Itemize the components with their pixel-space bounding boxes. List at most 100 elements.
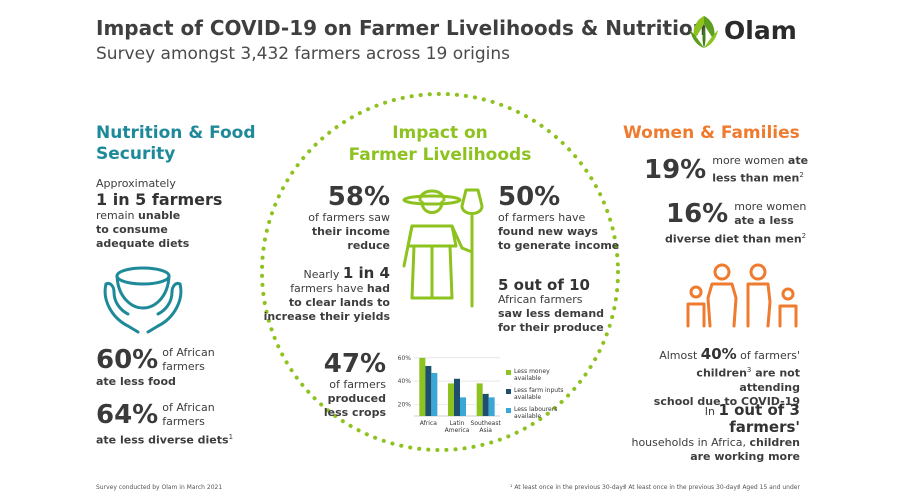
logo-text: Olam bbox=[724, 16, 797, 45]
s4-big: 5 out of 10 bbox=[498, 276, 590, 294]
intro-line4: to consume bbox=[96, 223, 168, 236]
c1-line1: Almost 40% of farmers' bbox=[640, 346, 800, 363]
c1-c: children bbox=[696, 366, 747, 380]
chart-x-category-label: Asia bbox=[479, 427, 492, 434]
intro-line3b: unable bbox=[138, 209, 181, 222]
nutrition-heading-line1: Nutrition & Food bbox=[96, 123, 256, 143]
stat-60-african: 60% of African farmers bbox=[96, 346, 215, 374]
stat2-sup: 1 bbox=[228, 433, 234, 441]
c2-c: children bbox=[749, 436, 800, 449]
chart-x-category-label: Southeast bbox=[471, 420, 502, 427]
stat-19-women: 19% more women ate less than men2 bbox=[644, 154, 808, 186]
hands-bowl-icon bbox=[103, 266, 183, 334]
chart-y-tick-label: 40% bbox=[398, 378, 412, 385]
legend-label: Less labourers available bbox=[514, 406, 558, 420]
legend-swatch bbox=[506, 370, 511, 375]
chart-y-tick-label: 60% bbox=[398, 355, 412, 362]
s5-c: less crops bbox=[323, 406, 386, 419]
intro-line3a: remain bbox=[96, 209, 139, 222]
family-icon bbox=[686, 263, 798, 328]
chart-legend-item: Less farm inputs available bbox=[506, 387, 572, 401]
chart-bar bbox=[431, 372, 438, 416]
w1-label: more women ate less than men2 bbox=[712, 154, 808, 186]
c1-big: 40% bbox=[700, 345, 737, 363]
c2-line1: In 1 out of 3 farmers' bbox=[630, 402, 800, 436]
stat2-label-c: ate less diverse diets bbox=[96, 433, 229, 447]
c1-d: are not attending bbox=[739, 366, 800, 394]
legend-swatch bbox=[506, 389, 511, 394]
w2-c-wrap: diverse diet than men2 bbox=[665, 229, 806, 247]
stat2-value: 64% bbox=[96, 400, 159, 430]
c2-line2: households in Africa, children bbox=[630, 436, 800, 450]
w1-value: 19% bbox=[644, 154, 707, 185]
w2-sup: 2 bbox=[801, 232, 807, 240]
w2-b: ate a less bbox=[734, 214, 794, 227]
chart-bars bbox=[419, 357, 495, 416]
chart-legend-item: Less money available bbox=[506, 368, 572, 382]
stat2-label-b: farmers bbox=[162, 415, 205, 428]
c1-line2: children3 are not attending bbox=[640, 363, 800, 395]
c1-a: Almost bbox=[659, 349, 701, 362]
chart-bar bbox=[419, 357, 426, 416]
w1-sup: 2 bbox=[799, 171, 804, 179]
intro-big: 1 in 5 farmers bbox=[96, 190, 223, 209]
nutrition-intro: Approximately 1 in 5 farmers remain unab… bbox=[96, 177, 256, 251]
legend-swatch bbox=[506, 408, 511, 413]
chart-y-tick-label: 20% bbox=[398, 401, 412, 408]
chart-bar bbox=[482, 393, 489, 416]
stat-47: 47% of farmers produced less crops bbox=[300, 350, 386, 420]
livelihoods-heading-line1: Impact on bbox=[392, 123, 488, 143]
chart-bar bbox=[454, 378, 460, 416]
c2-d: are working more bbox=[690, 450, 800, 463]
c1-e: school due to COVID-19 bbox=[653, 394, 800, 408]
intro-line5: adequate diets bbox=[96, 237, 190, 250]
legend-label: Less farm inputs available bbox=[514, 387, 564, 401]
farmer-with-shovel-icon bbox=[402, 188, 484, 308]
stat1-label-a: of African bbox=[162, 346, 215, 359]
s2-value: 50% bbox=[498, 182, 561, 212]
chart-bar bbox=[476, 383, 483, 416]
stat1-label-c: ate less food bbox=[96, 375, 176, 388]
chart-legend: Less money available Less farm inputs ava… bbox=[506, 368, 572, 425]
c1-b: of farmers' bbox=[736, 349, 800, 362]
chart-bar bbox=[488, 397, 495, 416]
stat-1-out-of-3: In 1 out of 3 farmers' households in Afr… bbox=[630, 402, 800, 464]
women-heading: Women & Families bbox=[623, 123, 800, 143]
legend-label: Less money available bbox=[514, 368, 550, 382]
s1-a: of farmers saw bbox=[308, 211, 390, 224]
s3-big: 1 in 4 bbox=[342, 264, 390, 282]
nutrition-heading: Nutrition & Food Security bbox=[96, 123, 256, 165]
chart-x-category-label: Latin bbox=[450, 420, 465, 427]
w2-label: more women ate a less bbox=[734, 200, 806, 228]
w1-label-line1: more women ate bbox=[712, 154, 808, 168]
w1-label-line2: less than men2 bbox=[712, 168, 808, 186]
w2-a: more women bbox=[734, 200, 807, 213]
chart-bar bbox=[448, 383, 454, 416]
w1-c: less than men bbox=[712, 171, 800, 185]
nutrition-heading-line2: Security bbox=[96, 144, 176, 164]
stat-1-in-4: Nearly 1 in 4 farmers have had to clear … bbox=[262, 265, 390, 324]
s3-a: Nearly bbox=[303, 268, 343, 281]
c2-big: 1 out of 3 farmers' bbox=[718, 401, 800, 436]
s4-a: African farmers bbox=[498, 293, 583, 306]
stat-64-african: 64% of African farmers bbox=[96, 401, 215, 429]
s5-a: of farmers bbox=[329, 378, 386, 391]
stat-40-children: Almost 40% of farmers' children3 are not… bbox=[640, 346, 800, 409]
s4-b: saw less demand bbox=[498, 307, 605, 320]
s5-value: 47% bbox=[323, 349, 386, 379]
s3-d: increase their yields bbox=[263, 310, 390, 323]
page-subtitle: Survey amongst 3,432 farmers across 19 o… bbox=[96, 44, 511, 64]
dotted-circle bbox=[260, 92, 620, 452]
chart-bar bbox=[425, 365, 432, 416]
c2-b: households in Africa, bbox=[631, 436, 750, 449]
intro-line1: Approximately bbox=[96, 177, 176, 190]
s2-c: to generate income bbox=[498, 239, 620, 252]
s3-line1: Nearly 1 in 4 bbox=[262, 265, 390, 282]
olam-logo: Olam bbox=[686, 14, 806, 50]
w2-c: diverse diet than men bbox=[665, 232, 802, 246]
stat-50: 50% of farmers have found new ways to ge… bbox=[498, 183, 628, 253]
stat1-label-b: farmers bbox=[162, 360, 205, 373]
footnote-2: ² At least once in the previous 30-days bbox=[624, 484, 741, 491]
